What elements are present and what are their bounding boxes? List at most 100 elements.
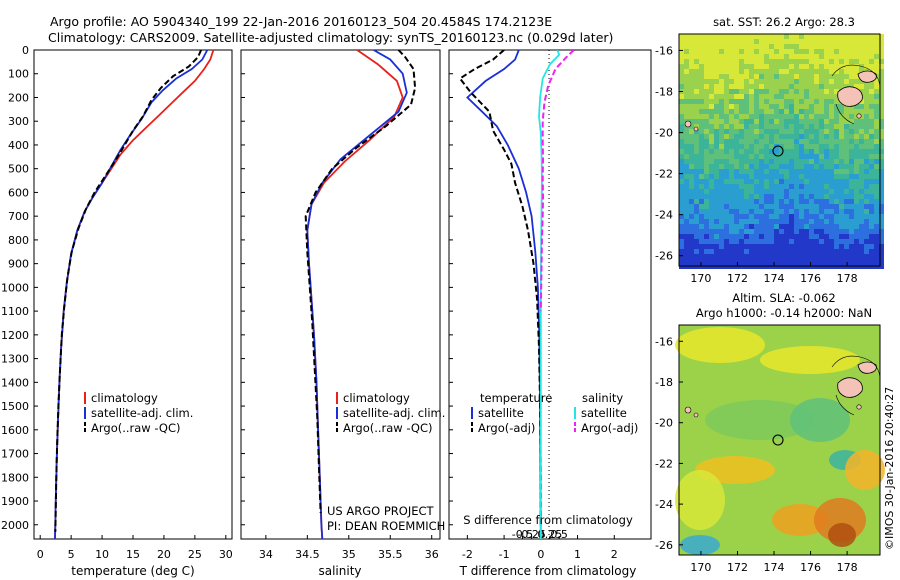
sst-cell [879, 119, 884, 124]
sst-cell [804, 119, 809, 124]
sst-cell [854, 44, 859, 49]
sst-cell [844, 209, 849, 214]
sst-cell [844, 64, 849, 69]
sst-cell [759, 214, 764, 219]
sst-cell [874, 139, 879, 144]
sst-cell [734, 134, 739, 139]
sst-cell [724, 164, 729, 169]
sst-cell [879, 194, 884, 199]
sst-cell [789, 224, 794, 229]
sst-cell [704, 34, 709, 39]
sst-cell [829, 59, 834, 64]
sst-cell [774, 64, 779, 69]
sst-cell [679, 64, 684, 69]
sst-cell [844, 69, 849, 74]
sst-cell [799, 69, 804, 74]
sst-cell [764, 199, 769, 204]
sst-cell [794, 214, 799, 219]
sst-cell [694, 154, 699, 159]
sst-cell [864, 39, 869, 44]
sst-cell [789, 244, 794, 249]
sst-cell [794, 109, 799, 114]
sst-cell [854, 214, 859, 219]
sst-cell [759, 139, 764, 144]
sst-cell [809, 94, 814, 99]
sst-cell [729, 179, 734, 184]
sst-cell [794, 174, 799, 179]
sst-cell [809, 194, 814, 199]
sst-cell [824, 259, 829, 264]
sst-cell [749, 184, 754, 189]
sst-cell [684, 209, 689, 214]
series-line-satellite [54, 50, 209, 539]
sst-cell [769, 134, 774, 139]
sst-cell [744, 194, 749, 199]
sst-cell [779, 44, 784, 49]
sst-cell [734, 44, 739, 49]
sst-cell [709, 259, 714, 264]
sst-cell [684, 219, 689, 224]
sst-cell [679, 234, 684, 239]
sst-cell [694, 119, 699, 124]
sst-cell [749, 164, 754, 169]
x-tick-label: 0 [537, 548, 544, 561]
map-x-tick-label: 172 [727, 561, 748, 574]
sla-map-field [675, 327, 885, 555]
argo-float-marker [772, 434, 784, 446]
sst-cell [729, 89, 734, 94]
sst-cell [684, 134, 689, 139]
sst-cell [689, 129, 694, 134]
sst-cell [854, 124, 859, 129]
sst-cell [734, 49, 739, 54]
sst-cell [684, 169, 689, 174]
sst-cell [879, 74, 884, 79]
sst-cell [769, 99, 774, 104]
sst-cell [859, 164, 864, 169]
fiji-island [837, 377, 863, 398]
sst-cell [739, 79, 744, 84]
sst-cell [754, 164, 759, 169]
sst-cell [829, 219, 834, 224]
sst-cell [754, 69, 759, 74]
map-y-tick-label: -20 [655, 127, 673, 140]
sst-cell [744, 119, 749, 124]
series-line-satellite [306, 50, 408, 539]
sst-cell [679, 214, 684, 219]
sst-cell [814, 194, 819, 199]
sst-cell [759, 199, 764, 204]
sst-cell [849, 189, 854, 194]
sst-cell [799, 249, 804, 254]
sst-cell [824, 79, 829, 84]
sst-cell [819, 219, 824, 224]
sst-cell [729, 44, 734, 49]
sst-cell [709, 219, 714, 224]
sst-cell [879, 159, 884, 164]
sst-cell [714, 219, 719, 224]
sst-cell [684, 39, 689, 44]
sst-cell [789, 74, 794, 79]
sst-cell [824, 124, 829, 129]
sst-cell [834, 139, 839, 144]
sst-cell [839, 134, 844, 139]
sst-cell [829, 194, 834, 199]
sst-cell [749, 169, 754, 174]
sst-cell [859, 104, 864, 109]
sst-cell [754, 44, 759, 49]
sst-cell [679, 244, 684, 249]
sst-cell [749, 74, 754, 79]
sst-cell [709, 44, 714, 49]
sst-cell [849, 239, 854, 244]
sst-cell [704, 139, 709, 144]
sst-cell [854, 34, 859, 39]
sst-cell [679, 154, 684, 159]
sst-cell [804, 189, 809, 194]
eez-boundary [831, 355, 881, 416]
argo-float-marker [772, 145, 784, 157]
sst-cell [764, 79, 769, 84]
sst-cell [714, 94, 719, 99]
sst-cell [679, 139, 684, 144]
sst-cell [784, 69, 789, 74]
sst-cell [749, 54, 754, 59]
sst-cell [844, 59, 849, 64]
sst-cell [739, 154, 744, 159]
